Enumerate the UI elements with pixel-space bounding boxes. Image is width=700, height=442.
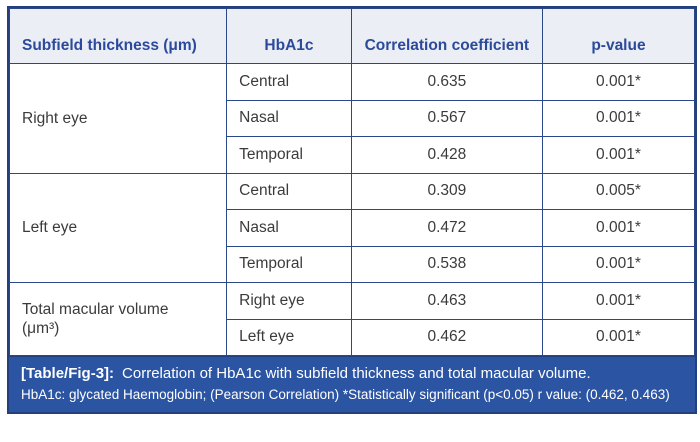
table-row: Total macular volume (μm³) Right eye 0.4… [8,282,696,356]
p-value-cell: 0.001* [541,245,696,283]
p-value-cell: 0.001* [541,63,696,101]
table-row: Nasal 0.567 0.001* [10,99,696,137]
hba1c-cell: Temporal [226,245,352,283]
group-label-right-eye: Right eye [8,63,228,174]
table-row: Right eye Central 0.635 0.001* [8,63,696,174]
hba1c-cell: Central [226,172,352,210]
table-row: Temporal 0.428 0.001* [10,136,696,174]
hba1c-cell: Left eye [226,318,352,356]
caption-label: [Table/Fig-3]: [21,365,115,382]
header-hba1c: HbA1c [226,8,352,64]
group-label-total-macular-volume: Total macular volume (μm³) [8,282,228,356]
header-correlation-coefficient: Correlation coefficient [350,8,543,64]
coefficient-cell: 0.309 [350,172,543,210]
coefficient-cell: 0.428 [350,136,543,174]
table-row: Left eye 0.462 0.001* [10,318,696,356]
table-row: Nasal 0.472 0.001* [10,209,696,247]
p-value-cell: 0.001* [541,99,696,137]
table-figure: Subfield thickness (μm) HbA1c Correlatio… [7,6,697,415]
table-row: Temporal 0.538 0.001* [10,245,696,283]
p-value-cell: 0.001* [541,209,696,247]
hba1c-cell: Nasal [226,99,352,137]
header-row: Subfield thickness (μm) HbA1c Correlatio… [8,8,696,64]
hba1c-cell: Central [226,63,352,101]
group-label-left-eye: Left eye [8,172,228,283]
p-value-cell: 0.001* [541,282,696,320]
p-value-cell: 0.001* [541,136,696,174]
table-row: Left eye Central 0.309 0.005* [8,172,696,283]
coefficient-cell: 0.567 [350,99,543,137]
figure-caption: [Table/Fig-3]: Correlation of HbA1c with … [9,356,695,413]
caption-title-text: Correlation of HbA1c with subfield thick… [122,365,591,382]
hba1c-cell: Temporal [226,136,352,174]
header-subfield-thickness: Subfield thickness (μm) [8,8,228,64]
header-p-value: p-value [541,8,696,64]
coefficient-cell: 0.463 [350,282,543,320]
coefficient-cell: 0.635 [350,63,543,101]
caption-note: HbA1c: glycated Haemoglobin; (Pearson Co… [21,386,670,402]
hba1c-cell: Nasal [226,209,352,247]
coefficient-cell: 0.462 [350,318,543,356]
coefficient-cell: 0.472 [350,209,543,247]
p-value-cell: 0.005* [541,172,696,210]
hba1c-cell: Right eye [226,282,352,320]
correlation-table: Subfield thickness (μm) HbA1c Correlatio… [8,8,696,356]
p-value-cell: 0.001* [541,318,696,356]
coefficient-cell: 0.538 [350,245,543,283]
caption-title: [Table/Fig-3]: Correlation of HbA1c with … [21,365,683,384]
